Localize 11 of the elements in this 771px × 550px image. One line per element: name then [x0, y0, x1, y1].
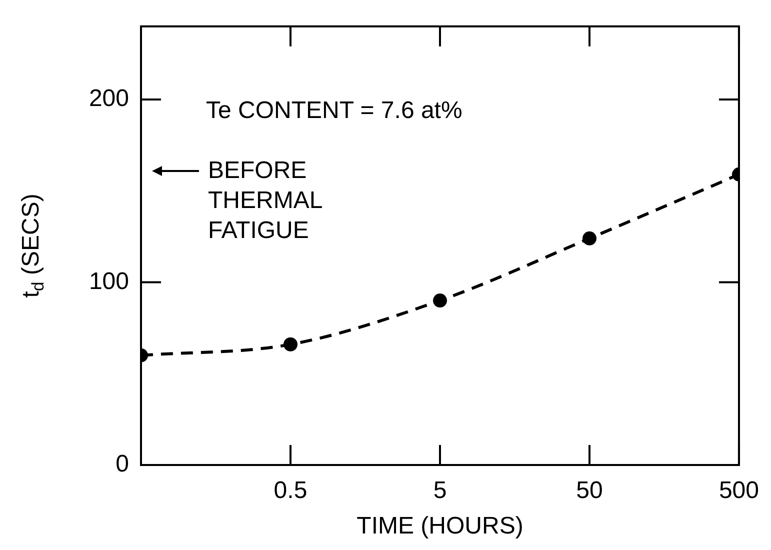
x-tick-label: 50: [576, 477, 603, 504]
annotation: Te CONTENT = 7.6 at%: [206, 97, 462, 124]
x-tick-label: 0.5: [274, 477, 308, 504]
annotation: BEFORE THERMAL FATIGUE: [208, 157, 323, 244]
x-axis-title: TIME (HOURS): [356, 512, 524, 540]
x-tick-label: 500: [718, 477, 759, 504]
y-tick-label: 200: [88, 85, 129, 112]
x-tick-label: 5: [433, 477, 447, 504]
y-tick-label: 0: [116, 450, 129, 478]
y-axis-title: td (SECS): [18, 194, 48, 298]
y-tick-label: 100: [88, 268, 129, 295]
